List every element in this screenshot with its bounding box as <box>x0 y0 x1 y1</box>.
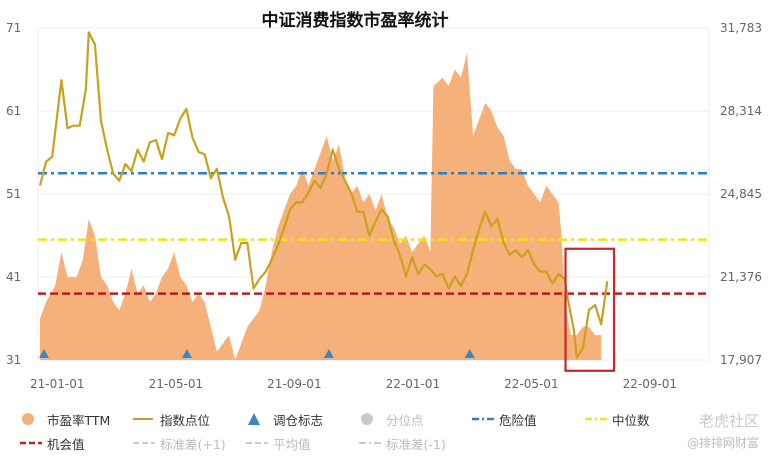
right-tick-label: 31,783 <box>720 21 762 35</box>
median-dashdot-icon <box>585 413 607 425</box>
pe-circle-icon <box>20 413 42 425</box>
triangle-icon <box>246 413 268 425</box>
mean-dash-icon <box>246 437 268 449</box>
legend-item-std-plus[interactable]: 标准差(+1) <box>133 434 246 453</box>
chart-plot: 71 61 51 41 31 31,783 28,314 24,845 21,376 17,90… <box>6 21 762 391</box>
x-tick-label: 21-01-01 <box>30 377 84 391</box>
pe-area-shape <box>40 52 602 361</box>
legend-label-index: 指数点位 <box>160 412 211 428</box>
opportunity-dash-icon <box>20 437 42 449</box>
pe-area <box>40 52 602 361</box>
std-plus-dash-icon <box>133 437 155 449</box>
legend: 市盈率TTM 指数点位 调仓标志 分位点 危险值 中位数 机会值 <box>20 407 720 455</box>
legend-item-pe[interactable]: 市盈率TTM <box>20 410 133 429</box>
left-tick-label: 51 <box>6 187 21 201</box>
std-minus-dashdot-icon <box>359 437 381 449</box>
legend-item-danger[interactable]: 危险值 <box>472 410 585 429</box>
legend-label-median: 中位数 <box>612 412 650 428</box>
danger-dashdot-icon <box>472 413 494 425</box>
watermark-community: 老虎社区 <box>698 412 759 430</box>
x-tick-label: 22-05-01 <box>504 377 558 391</box>
legend-label-opportunity: 机会值 <box>47 436 85 452</box>
index-line <box>38 31 609 359</box>
x-tick-label: 22-01-01 <box>386 377 440 391</box>
right-tick-label: 17,907 <box>720 353 762 367</box>
x-axis: 21-01-01 21-05-01 21-09-01 22-01-01 22-05-01… <box>30 377 677 391</box>
legend-row-2: 机会值 标准差(+1) 平均值 标准差(-1) <box>20 431 720 455</box>
reference-lines <box>38 172 709 295</box>
index-line-icon <box>133 413 155 425</box>
legend-label-std-plus: 标准差(+1) <box>160 436 226 452</box>
legend-row-1: 市盈率TTM 指数点位 调仓标志 分位点 危险值 中位数 <box>20 407 720 431</box>
x-tick-label: 21-05-01 <box>149 377 203 391</box>
quantile-circle-icon <box>359 413 381 425</box>
rebalance-marker <box>323 349 334 358</box>
legend-label-std-minus: 标准差(-1) <box>386 436 446 452</box>
right-tick-label: 24,845 <box>720 187 762 201</box>
x-tick-label: 22-09-01 <box>623 377 677 391</box>
legend-item-index[interactable]: 指数点位 <box>133 410 246 429</box>
legend-label-rebalance: 调仓标志 <box>273 412 324 428</box>
legend-item-rebalance[interactable]: 调仓标志 <box>246 410 359 429</box>
right-tick-label: 28,314 <box>720 104 762 118</box>
legend-item-mean[interactable]: 平均值 <box>246 434 359 453</box>
left-tick-label: 61 <box>6 104 21 118</box>
legend-item-quantile[interactable]: 分位点 <box>359 410 472 429</box>
right-tick-label: 21,376 <box>720 270 762 284</box>
watermark-source: @排排网财富 <box>686 436 759 450</box>
rebalance-marker <box>181 349 192 358</box>
left-tick-label: 31 <box>6 353 21 367</box>
index-line-path <box>38 31 609 359</box>
legend-label-mean: 平均值 <box>273 436 311 452</box>
legend-item-opportunity[interactable]: 机会值 <box>20 434 133 453</box>
legend-label-pe: 市盈率TTM <box>47 412 111 428</box>
rebalance-marker <box>464 349 475 358</box>
legend-item-std-minus[interactable]: 标准差(-1) <box>359 434 472 453</box>
legend-item-median[interactable]: 中位数 <box>585 410 698 429</box>
legend-label-danger: 危险值 <box>499 412 537 428</box>
highlight-rect <box>564 247 616 372</box>
x-tick-label: 21-09-01 <box>267 377 321 391</box>
chart-title: 中证消费指数市盈率统计 <box>261 11 449 31</box>
left-tick-label: 41 <box>6 270 21 284</box>
highlight-box <box>564 247 616 372</box>
legend-label-quantile: 分位点 <box>386 412 424 428</box>
left-axis: 71 61 51 41 31 <box>6 21 21 367</box>
rebalance-marker <box>39 349 49 358</box>
left-tick-label: 71 <box>6 21 21 35</box>
right-axis: 31,783 28,314 24,845 21,376 17,907 <box>720 21 762 367</box>
rebalance-markers <box>39 349 475 358</box>
